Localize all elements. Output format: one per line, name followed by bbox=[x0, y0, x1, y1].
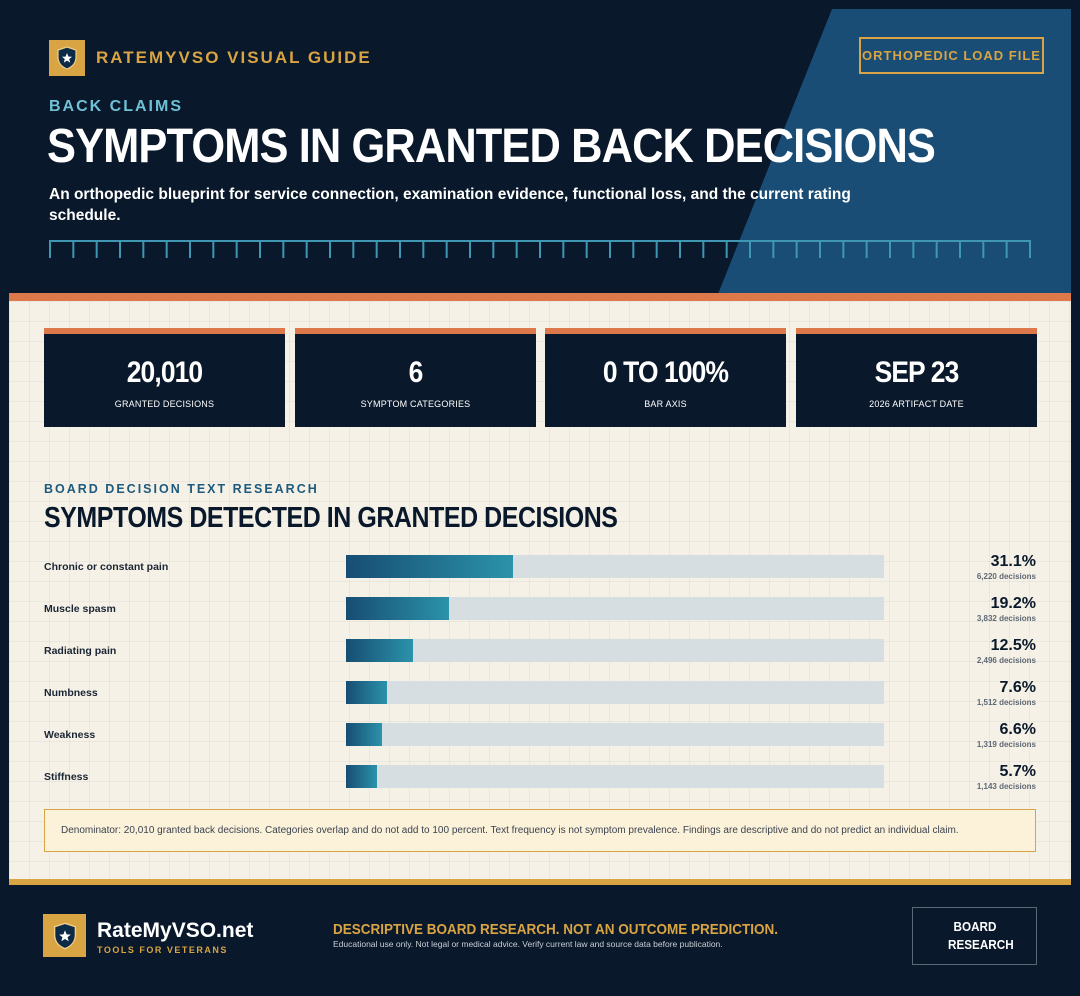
stat-value: SEP 23 bbox=[874, 356, 960, 389]
stat-card-bar-axis: 0 TO 100% BAR AXIS bbox=[545, 328, 786, 427]
stat-label: 2026 ARTIFACT DATE bbox=[869, 399, 964, 409]
shield-star-icon bbox=[49, 40, 85, 76]
stat-value: 0 TO 100% bbox=[602, 356, 729, 389]
footer-disclaimer: Educational use only. Not legal or medic… bbox=[333, 939, 723, 949]
orange-divider bbox=[9, 293, 1071, 301]
orthopedic-load-file-tag[interactable]: ORTHOPEDIC LOAD FILE bbox=[859, 37, 1044, 74]
header-blue-panel bbox=[718, 9, 1071, 294]
stat-label: GRANTED DECISIONS bbox=[114, 399, 215, 409]
stat-card-symptom-categories: 6 SYMPTOM CATEGORIES bbox=[295, 328, 536, 427]
stat-value: 20,010 bbox=[126, 356, 203, 389]
page-title: SYMPTOMS IN GRANTED BACK DECISIONS bbox=[47, 120, 936, 173]
stat-card-artifact-date: SEP 23 2026 ARTIFACT DATE bbox=[796, 328, 1037, 427]
stat-card-granted-decisions: 20,010 GRANTED DECISIONS bbox=[44, 328, 285, 427]
page-subtitle: An orthopedic blueprint for service conn… bbox=[49, 186, 851, 224]
footer-shield-star-icon bbox=[43, 914, 86, 957]
header-eyebrow: BACK CLAIMS bbox=[49, 98, 183, 115]
gold-divider bbox=[9, 879, 1071, 885]
footer-headline: DESCRIPTIVE BOARD RESEARCH. NOT AN OUTCO… bbox=[333, 921, 779, 938]
board-research-button[interactable]: BOARD RESEARCH bbox=[912, 907, 1037, 965]
stat-label: SYMPTOM CATEGORIES bbox=[360, 399, 471, 409]
header: RATEMYVSO VISUAL GUIDE ORTHOPEDIC LOAD F… bbox=[0, 0, 1080, 294]
board-research-label: BOARD RESEARCH bbox=[947, 919, 1014, 952]
chart-title: SYMPTOMS DETECTED IN GRANTED DECISIONS bbox=[44, 502, 618, 534]
ruler-decoration bbox=[49, 240, 1031, 258]
footer-tagline: TOOLS FOR VETERANS bbox=[97, 945, 228, 955]
section-eyebrow: BOARD DECISION TEXT RESEARCH bbox=[44, 482, 319, 496]
denominator-note: Denominator: 20,010 granted back decisio… bbox=[44, 809, 1036, 852]
stat-value: 6 bbox=[408, 356, 424, 389]
stat-label: BAR AXIS bbox=[644, 399, 687, 409]
footer-site-link[interactable]: RateMyVSO.net bbox=[97, 919, 254, 942]
brand[interactable]: RATEMYVSO VISUAL GUIDE bbox=[49, 40, 372, 76]
brand-name: RATEMYVSO VISUAL GUIDE bbox=[96, 48, 372, 67]
